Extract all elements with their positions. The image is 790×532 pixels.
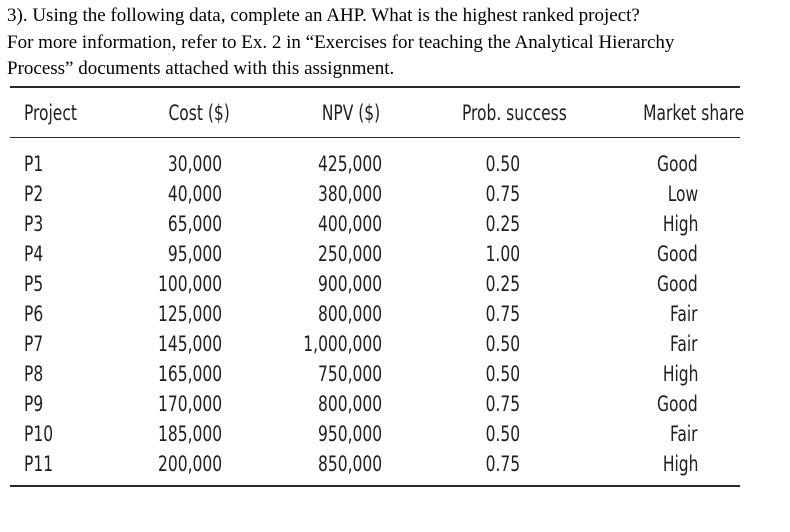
question-text: 3). Using the following data, complete a… — [7, 3, 783, 83]
table-row: P1 30,000 425,000 0.50 Good — [10, 149, 740, 179]
cell-cost: 65,000 — [167, 212, 222, 236]
cell-project: P1 — [24, 152, 44, 176]
cell-npv: 380,000 — [317, 182, 382, 206]
cell-project: P3 — [24, 212, 44, 236]
table-row: P3 65,000 400,000 0.25 High — [10, 209, 740, 239]
cell-prob-success: 0.50 — [485, 332, 520, 356]
header-cost: Cost ($) — [168, 101, 230, 125]
cell-market-share: Good — [657, 242, 698, 266]
table-row: P4 95,000 250,000 1.00 Good — [10, 239, 740, 269]
cell-project: P6 — [24, 302, 44, 326]
cell-market-share: High — [662, 212, 698, 236]
cell-project: P10 — [24, 422, 54, 446]
cell-prob-success: 0.75 — [485, 392, 520, 416]
header-project: Project — [24, 101, 77, 125]
table-row: P11 200,000 850,000 0.75 High — [10, 449, 740, 479]
question-line-2: For more information, refer to Ex. 2 in … — [7, 31, 675, 53]
table-row: P8 165,000 750,000 0.50 High — [10, 359, 740, 389]
cell-prob-success: 0.25 — [485, 212, 520, 236]
header-prob-success: Prob. success — [462, 101, 567, 125]
table-row: P2 40,000 380,000 0.75 Low — [10, 179, 740, 209]
cell-market-share: Fair — [670, 302, 698, 326]
cell-market-share: High — [662, 362, 698, 386]
cell-npv: 800,000 — [317, 392, 382, 416]
cell-npv: 1,000,000 — [303, 332, 382, 356]
cell-cost: 100,000 — [157, 272, 222, 296]
cell-npv: 950,000 — [317, 422, 382, 446]
table-row: P5 100,000 900,000 0.25 Good — [10, 269, 740, 299]
cell-project: P8 — [24, 362, 44, 386]
question-line-1: 3). Using the following data, complete a… — [7, 5, 640, 26]
cell-market-share: Low — [667, 182, 698, 206]
table-row: P6 125,000 800,000 0.75 Fair — [10, 299, 740, 329]
cell-npv: 900,000 — [317, 272, 382, 296]
cell-market-share: Fair — [670, 422, 698, 446]
table-header-rule — [10, 137, 740, 138]
cell-cost: 125,000 — [157, 302, 222, 326]
cell-cost: 170,000 — [157, 392, 222, 416]
cell-prob-success: 1.00 — [485, 242, 520, 266]
cell-market-share: Good — [657, 392, 698, 416]
question-line-3: Process” documents attached with this as… — [7, 58, 395, 79]
table-top-rule — [10, 86, 740, 88]
cell-project: P7 — [24, 332, 44, 356]
cell-prob-success: 0.75 — [485, 182, 520, 206]
cell-market-share: Good — [657, 272, 698, 296]
cell-npv: 800,000 — [317, 302, 382, 326]
cell-npv: 850,000 — [317, 452, 382, 476]
cell-npv: 400,000 — [317, 212, 382, 236]
header-npv: NPV ($) — [321, 101, 380, 125]
cell-cost: 95,000 — [167, 242, 222, 266]
cell-project: P4 — [24, 242, 44, 266]
header-market-share: Market share — [642, 101, 744, 125]
cell-cost: 40,000 — [167, 182, 222, 206]
cell-project: P5 — [24, 272, 44, 296]
table-bottom-rule — [10, 485, 740, 487]
cell-market-share: Fair — [670, 332, 698, 356]
cell-npv: 750,000 — [317, 362, 382, 386]
cell-prob-success: 0.75 — [485, 302, 520, 326]
cell-prob-success: 0.50 — [485, 362, 520, 386]
cell-cost: 200,000 — [157, 452, 222, 476]
table-row: P7 145,000 1,000,000 0.50 Fair — [10, 329, 740, 359]
cell-cost: 185,000 — [157, 422, 222, 446]
table-row: P10 185,000 950,000 0.50 Fair — [10, 419, 740, 449]
cell-prob-success: 0.50 — [485, 152, 520, 176]
cell-cost: 165,000 — [157, 362, 222, 386]
cell-project: P9 — [24, 392, 44, 416]
cell-npv: 250,000 — [317, 242, 382, 266]
table-header-row: Project Cost ($) NPV ($) Prob. success M… — [10, 98, 744, 128]
cell-market-share: Good — [657, 152, 698, 176]
cell-cost: 145,000 — [157, 332, 222, 356]
cell-prob-success: 0.50 — [485, 422, 520, 446]
table-row: P9 170,000 800,000 0.75 Good — [10, 389, 740, 419]
cell-project: P2 — [24, 182, 44, 206]
cell-prob-success: 0.25 — [485, 272, 520, 296]
cell-prob-success: 0.75 — [485, 452, 520, 476]
cell-npv: 425,000 — [317, 152, 382, 176]
cell-cost: 30,000 — [167, 152, 222, 176]
cell-project: P11 — [24, 452, 54, 476]
cell-market-share: High — [662, 452, 698, 476]
